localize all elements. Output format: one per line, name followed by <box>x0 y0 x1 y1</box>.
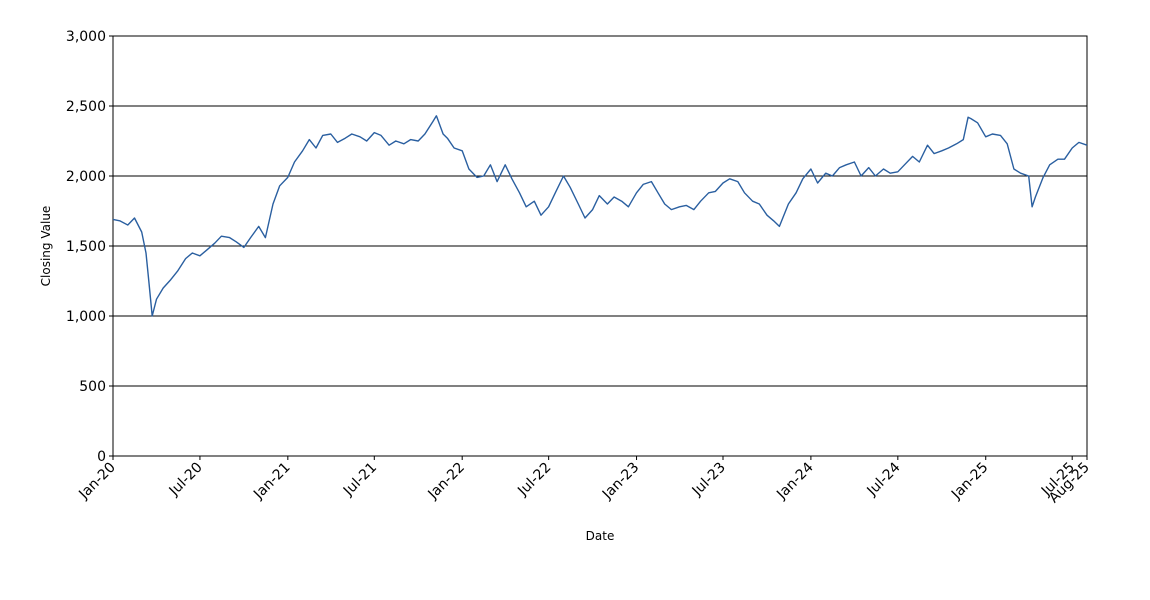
x-tick-label-Jan-23: Jan-23 <box>599 460 642 503</box>
y-tick-label-1500: 1,500 <box>66 239 106 255</box>
x-tick-label-Jan-22: Jan-22 <box>425 460 468 503</box>
x-tick-label-Jan-24: Jan-24 <box>773 459 817 503</box>
y-tick-label-500: 500 <box>79 379 106 395</box>
x-tick-label-Jan-20: Jan-20 <box>75 460 118 503</box>
x-tick-label-Jul-23: Jul-23 <box>689 460 729 500</box>
y-tick-label-2000: 2,000 <box>66 169 106 185</box>
x-tick-label-Jan-25: Jan-25 <box>948 460 991 503</box>
series-layer <box>112 115 1088 317</box>
y-tick-label-3000: 3,000 <box>66 29 106 45</box>
y-axis-ticks: 0 500 1,000 1,500 2,000 2,500 3,000 <box>66 29 113 465</box>
x-axis-ticks: Jan-20 Jul-20 Jan-21 Jul-21 Jan-22 Jul-22 Jan-… <box>75 456 1093 506</box>
y-tick-label-2500: 2,500 <box>66 99 106 115</box>
y-axis-title: Closing Value <box>39 206 53 287</box>
x-tick-label-Jul-21: Jul-21 <box>340 460 380 500</box>
x-tick-label-Jul-24: Jul-24 <box>864 459 904 499</box>
x-axis-title: Date <box>586 529 615 543</box>
y-tick-label-1000: 1,000 <box>66 309 106 325</box>
x-tick-label-Jul-22: Jul-22 <box>514 460 554 500</box>
x-tick-label-Jul-20: Jul-20 <box>166 460 206 500</box>
series-line-0 <box>112 115 1088 317</box>
x-tick-label-Jan-21: Jan-21 <box>250 460 293 503</box>
gridlines <box>113 105 1087 387</box>
y-tick-label-0: 0 <box>97 449 106 465</box>
